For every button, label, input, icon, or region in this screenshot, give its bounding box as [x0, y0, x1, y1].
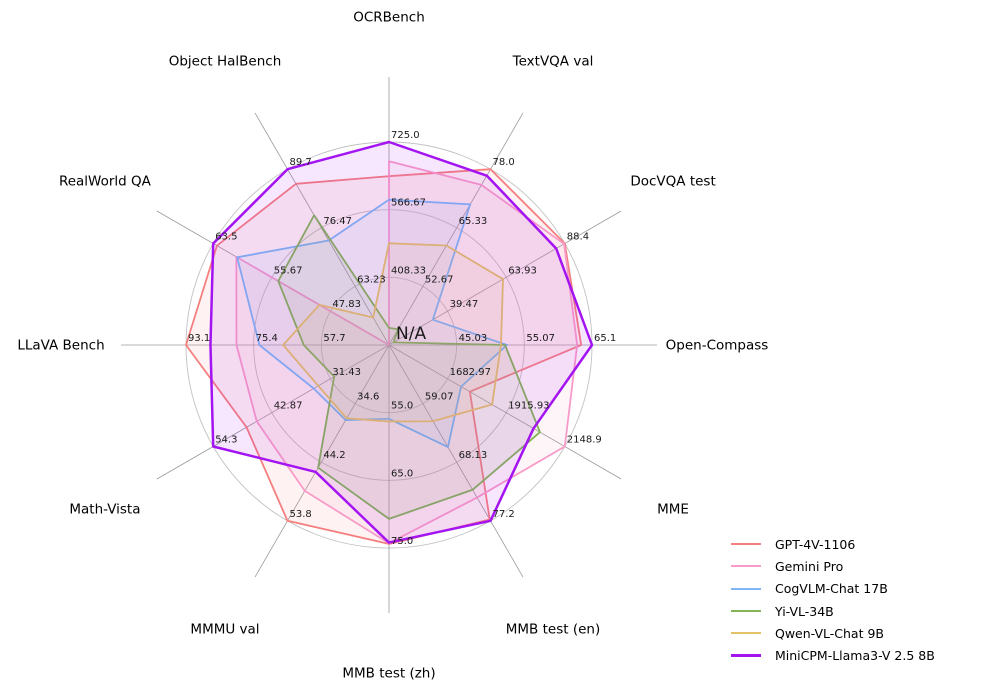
tick-label: 63.5: [215, 232, 237, 243]
legend-item-minicpm-llama3-v-2-5-8b: MiniCPM-Llama3-V 2.5 8B: [731, 644, 935, 666]
legend-item-gpt-4v-1106: GPT-4V-1106: [731, 533, 935, 555]
legend-label: CogVLM-Chat 17B: [775, 581, 888, 597]
tick-label: 59.07: [425, 392, 454, 403]
legend-swatch: [731, 543, 761, 546]
tick-label: 47.83: [332, 299, 361, 310]
series-fill-yi-vl-34b: [278, 215, 540, 519]
series-fill-minicpm-llama3-v-2-5-8b: [210, 142, 592, 543]
axis-label-realworld-qa: RealWorld QA: [59, 174, 152, 190]
legend-label: MiniCPM-Llama3-V 2.5 8B: [775, 648, 935, 664]
axis-label-math-vista: Math-Vista: [69, 502, 140, 518]
legend-swatch: [731, 632, 761, 635]
axis-spoke: [388, 344, 524, 578]
axis-label-llava-bench: LLaVA Bench: [17, 338, 104, 354]
tick-label: 2148.9: [567, 435, 602, 446]
tick-label: 75.0: [391, 536, 413, 547]
tick-label: 39.47: [450, 299, 479, 310]
tick-label: 725.0: [391, 130, 420, 141]
axis-spoke: [254, 344, 390, 578]
tick-label: 77.2: [493, 509, 515, 520]
legend-label: Yi-VL-34B: [775, 603, 834, 619]
center-na-label: N/A: [396, 324, 426, 344]
tick-label: 63.93: [508, 265, 537, 276]
legend-swatch: [731, 654, 761, 658]
tick-label: 57.7: [323, 333, 345, 344]
axis-spoke: [388, 112, 524, 346]
tick-label: 566.67: [391, 198, 426, 209]
series-line-yi-vl-34b: [277, 214, 541, 520]
tick-label: 68.13: [459, 450, 488, 461]
axis-label-mmb-test-en: MMB test (en): [506, 622, 600, 638]
legend-label: GPT-4V-1106: [775, 536, 856, 552]
tick-label: 31.43: [332, 367, 361, 378]
tick-label: 34.6: [357, 392, 379, 403]
series-line-qwen-vl-chat-9b: [282, 242, 504, 423]
tick-label: 65.0: [391, 468, 413, 479]
tick-label: 88.4: [567, 232, 589, 243]
tick-label: 65.33: [459, 216, 488, 227]
series-line-cogvlm-chat-17b: [236, 198, 508, 449]
tick-label: 45.03: [459, 333, 488, 344]
axis-label-ocrbench: OCRBench: [353, 10, 425, 26]
legend-swatch: [731, 610, 761, 613]
series-fill-qwen-vl-chat-9b: [283, 243, 504, 422]
legend-label: Gemini Pro: [775, 558, 844, 574]
tick-label: 53.8: [290, 509, 312, 520]
legend-item-yi-vl-34b: Yi-VL-34B: [731, 600, 935, 622]
axis-label-docvqa-test: DocVQA test: [630, 174, 715, 190]
tick-label: 65.1: [594, 333, 616, 344]
series-fill-gpt-4v-1106: [186, 169, 582, 544]
legend-label: Qwen-VL-Chat 9B: [775, 625, 884, 641]
tick-label: 1682.97: [450, 367, 491, 378]
axis-label-mme: MME: [657, 502, 689, 518]
axis-label-mmb-test-zh: MMB test (zh): [342, 666, 435, 682]
tick-label: 1915.93: [508, 401, 549, 412]
tick-label: 55.0: [391, 401, 413, 412]
tick-label: 93.1: [188, 333, 210, 344]
axis-spoke: [156, 344, 390, 480]
legend-item-cogvlm-chat-17b: CogVLM-Chat 17B: [731, 578, 935, 600]
axis-spoke: [388, 344, 622, 480]
axis-label-object-halbench: Object HalBench: [169, 53, 282, 69]
tick-label: 75.4: [256, 333, 278, 344]
tick-label: 54.3: [215, 435, 237, 446]
series-line-minicpm-llama3-v-2-5-8b: [209, 140, 594, 544]
axis-label-textvqa-val: TextVQA val: [512, 53, 594, 69]
axis-label-open-compass: Open-Compass: [666, 338, 769, 354]
tick-label: 63.23: [357, 274, 386, 285]
tick-label: 42.87: [274, 401, 303, 412]
tick-label: 44.2: [323, 450, 345, 461]
tick-label: 89.7: [290, 157, 312, 168]
axis-spoke: [254, 112, 390, 346]
legend-item-qwen-vl-chat-9b: Qwen-VL-Chat 9B: [731, 622, 935, 644]
legend: GPT-4V-1106 Gemini Pro CogVLM-Chat 17B Yi-V…: [731, 533, 935, 667]
axis-label-mmmu-val: MMMU val: [190, 622, 259, 638]
tick-label: 52.67: [425, 274, 454, 285]
legend-swatch: [731, 587, 761, 590]
tick-label: 55.07: [526, 333, 555, 344]
tick-label: 55.67: [274, 265, 303, 276]
series-fill-cogvlm-chat-17b: [237, 199, 508, 448]
tick-label: 76.47: [323, 216, 352, 227]
legend-swatch: [731, 565, 761, 568]
legend-item-gemini-pro: Gemini Pro: [731, 555, 935, 577]
tick-label: 408.33: [391, 265, 426, 276]
axis-spoke: [388, 210, 622, 346]
tick-label: 78.0: [493, 157, 515, 168]
